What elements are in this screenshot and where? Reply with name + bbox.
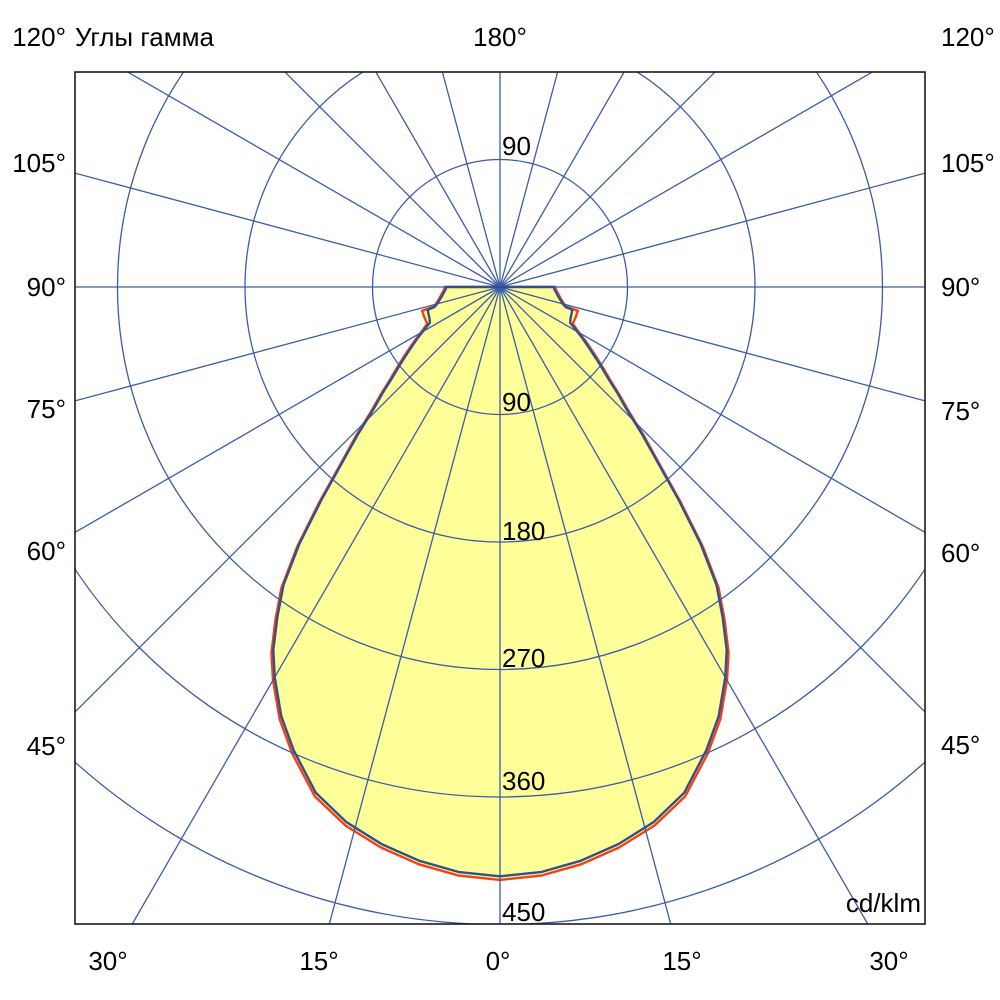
gamma-label-left-75°: 75° — [27, 394, 66, 424]
grid-ray-225 — [284, 72, 501, 288]
grid-ray-45 — [499, 286, 925, 713]
gamma-label-left-120°: 120° — [12, 22, 66, 52]
ring-value-label-450-921: 450 — [502, 897, 545, 927]
gamma-label-left-45°: 45° — [27, 731, 66, 761]
grid-ray-300 — [75, 286, 501, 534]
grid-ray-15 — [499, 286, 672, 924]
ring-value-label-360-790: 360 — [502, 766, 545, 796]
gamma-label-right-105°: 105° — [941, 148, 995, 178]
curve-c0-180 — [272, 285, 728, 878]
gamma-label-top-180°: 180° — [473, 22, 527, 52]
ring-value-label-270-667: 270 — [502, 643, 545, 673]
grid-ray-30 — [499, 286, 869, 924]
chart-title: Углы гамма — [75, 22, 214, 52]
gamma-label-left-60°: 60° — [27, 536, 66, 566]
gamma-label-bottom-15°: 15° — [662, 946, 701, 976]
gamma-label-left-105°: 105° — [12, 148, 66, 178]
grid-ray-255 — [75, 172, 501, 288]
grid-ray-60 — [499, 286, 925, 534]
gamma-label-right-90°: 90° — [941, 272, 980, 302]
ring-value-label-90-155: 90 — [502, 131, 531, 161]
grid-ray-210 — [375, 72, 501, 288]
gamma-label-right-60°: 60° — [941, 538, 980, 568]
grid-ray-315 — [75, 286, 501, 713]
gamma-label-left-90°: 90° — [27, 272, 66, 302]
grid-ray-150 — [499, 72, 625, 288]
grid-ray-105 — [499, 172, 925, 288]
plot-frame — [74, 71, 926, 925]
ring-value-label-90-411: 90 — [502, 387, 531, 417]
grid-ray-165 — [499, 72, 559, 288]
gamma-label-right-75°: 75° — [941, 396, 980, 426]
gamma-label-bottom-30°: 30° — [869, 946, 908, 976]
grid-ray-75 — [499, 286, 925, 402]
grid-ray-240 — [126, 72, 501, 288]
grid-ray-330 — [131, 286, 501, 924]
grid-ray-285 — [75, 286, 501, 402]
gamma-label-right-45°: 45° — [941, 730, 980, 760]
grid-ray-135 — [499, 72, 716, 288]
gamma-label-right-120°: 120° — [941, 22, 995, 52]
grid-ray-345 — [328, 286, 501, 924]
ring-value-label-180-540: 180 — [502, 516, 545, 546]
unit-label: cd/klm — [846, 888, 921, 918]
gamma-label-bottom-0°: 0° — [486, 946, 511, 976]
grid-ray-195 — [441, 72, 501, 288]
gamma-label-bottom-15°: 15° — [299, 946, 338, 976]
grid-ray-120 — [499, 72, 874, 288]
gamma-label-bottom-30°: 30° — [88, 946, 127, 976]
